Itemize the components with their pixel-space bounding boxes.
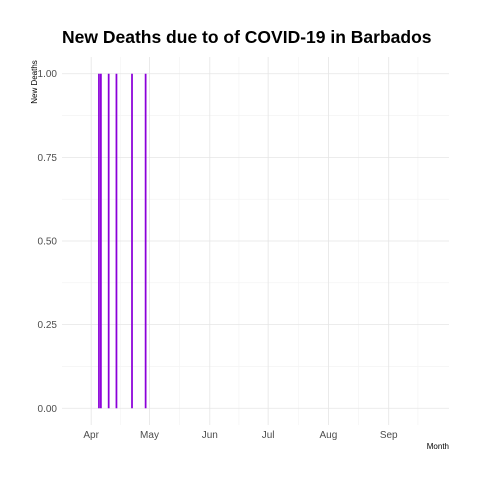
x-tick-label: Apr: [83, 430, 99, 441]
chart-title: New Deaths due to of COVID-19 in Barbado…: [62, 27, 432, 47]
bars: [98, 73, 147, 409]
y-tick-label: 0.50: [38, 237, 58, 248]
x-tick-label: Aug: [320, 430, 338, 441]
x-tick-label: May: [140, 430, 159, 441]
y-axis-title: New Deaths: [30, 60, 39, 104]
y-tick-label: 1.00: [38, 69, 58, 80]
y-axis: 0.00 0.25 0.50 0.75 1.00: [38, 69, 58, 415]
grid: [62, 57, 449, 425]
x-tick-label: Jun: [202, 430, 218, 441]
x-tick-label: Sep: [380, 430, 398, 441]
y-tick-label: 0.25: [38, 320, 58, 331]
bar: [100, 73, 102, 409]
y-tick-label: 0.75: [38, 153, 58, 164]
bar: [107, 73, 110, 409]
bar: [115, 73, 118, 409]
y-tick-label: 0.00: [38, 404, 58, 415]
x-axis: Apr May Jun Jul Aug Sep: [83, 430, 398, 441]
x-axis-title: Month: [427, 442, 449, 451]
bar: [144, 73, 147, 409]
bar: [131, 73, 133, 409]
x-tick-label: Jul: [262, 430, 275, 441]
bar: [98, 73, 100, 409]
